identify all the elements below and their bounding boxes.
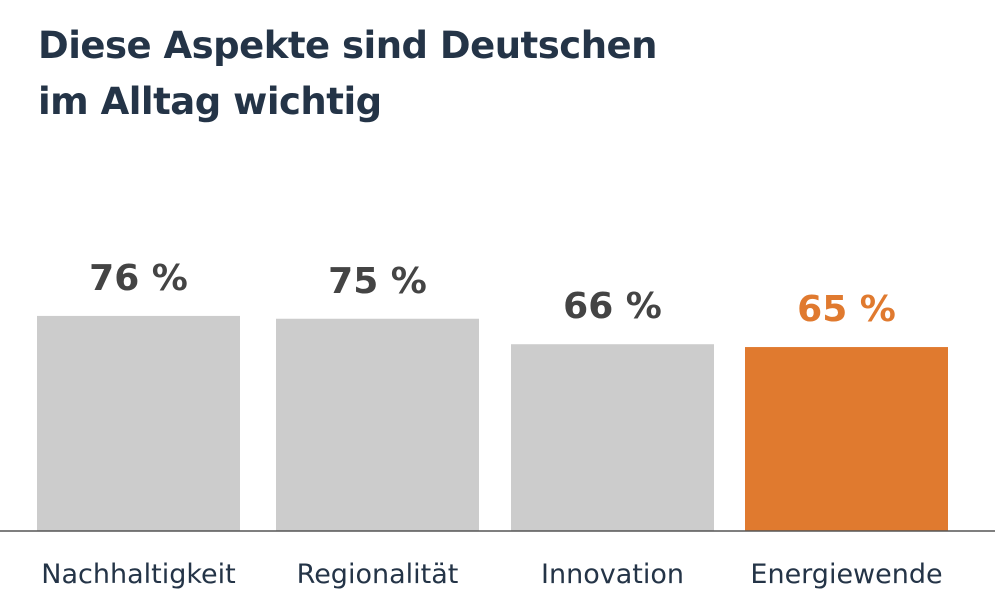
category-label-innovation: Innovation (541, 559, 684, 590)
bar-regionalitaet (276, 318, 479, 531)
bar-energiewende (745, 347, 948, 531)
category-label-nachhaltigkeit: Nachhaltigkeit (41, 559, 235, 590)
bars-layer (37, 315, 948, 531)
category-label-energiewende: Energiewende (750, 559, 942, 590)
value-label-regionalitaet: 75 % (328, 261, 427, 302)
chart-title-line-1: Diese Aspekte sind Deutschen (38, 24, 657, 67)
bar-innovation (511, 344, 714, 531)
chart-title-line-2: im Alltag wichtig (38, 80, 382, 123)
value-label-nachhaltigkeit: 76 % (89, 258, 188, 299)
chart-title: Diese Aspekte sind Deutschen im Alltag w… (38, 18, 938, 130)
value-label-innovation: 66 % (563, 286, 662, 327)
value-label-energiewende: 65 % (797, 289, 896, 330)
bar-nachhaltigkeit (37, 315, 240, 531)
category-label-regionalitaet: Regionalität (297, 559, 459, 590)
labels-layer: 76 % Nachhaltigkeit 75 % Regionalität 66 % In… (41, 258, 942, 590)
